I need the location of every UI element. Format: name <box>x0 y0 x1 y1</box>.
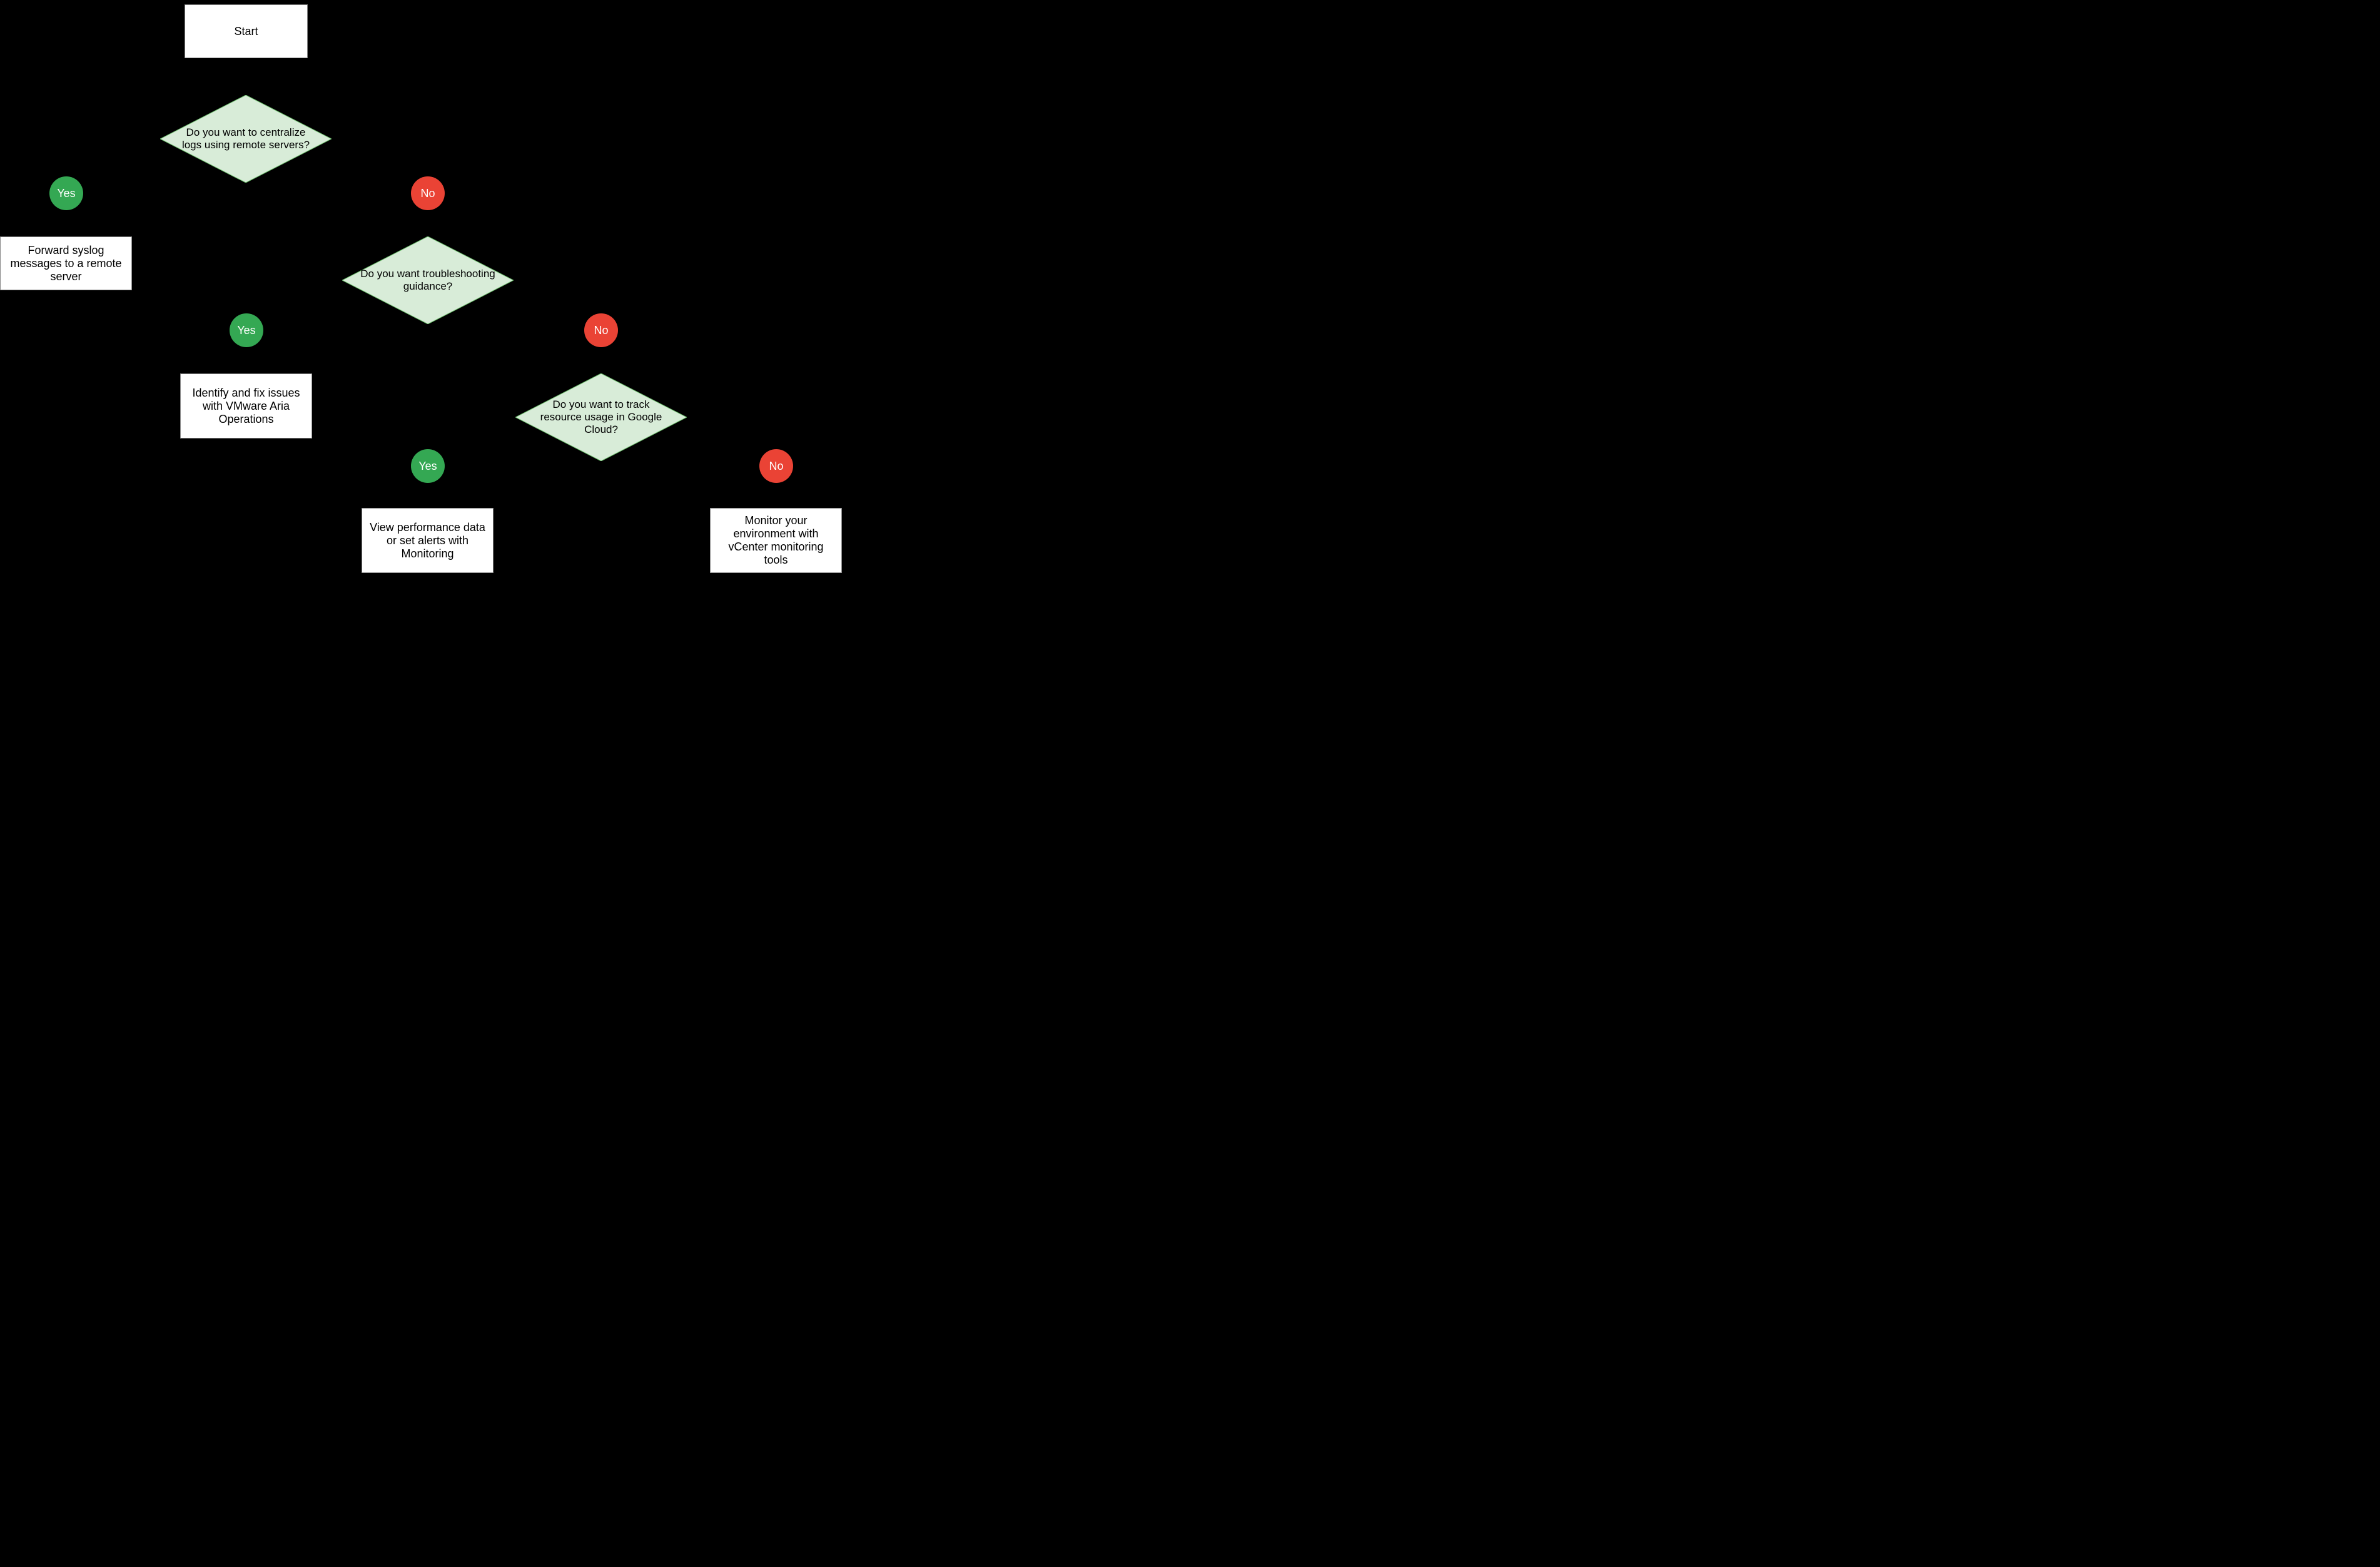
decision-centralize-logs-label: Do you want to centralize logs using rem… <box>178 126 314 151</box>
process-monitoring: View performance data or set alerts with… <box>362 508 494 573</box>
start-label: Start <box>234 25 258 38</box>
edge <box>687 417 776 449</box>
start-node: Start <box>185 4 308 58</box>
edge <box>66 210 67 236</box>
edge <box>66 139 160 176</box>
edge <box>514 280 601 313</box>
edge <box>246 280 342 313</box>
decision-troubleshooting-label: Do you want troubleshooting guidance? <box>360 268 496 293</box>
no-badge-1-label: No <box>420 187 435 200</box>
decision-resource-usage: Do you want to track resource usage in G… <box>515 373 687 461</box>
yes-badge-2: Yes <box>230 313 263 347</box>
yes-badge-3: Yes <box>411 449 445 483</box>
edge <box>332 139 428 176</box>
process-forward-syslog-label: Forward syslog messages to a remote serv… <box>8 244 124 283</box>
yes-badge-2-label: Yes <box>237 324 255 337</box>
yes-badge-3-label: Yes <box>418 460 437 473</box>
no-badge-2: No <box>584 313 618 347</box>
process-vcenter-tools-label: Monitor your environment with vCenter mo… <box>718 514 834 567</box>
no-badge-3: No <box>759 449 793 483</box>
edge <box>246 347 247 373</box>
no-badge-3-label: No <box>769 460 783 473</box>
decision-centralize-logs: Do you want to centralize logs using rem… <box>160 95 332 183</box>
process-forward-syslog: Forward syslog messages to a remote serv… <box>0 236 132 290</box>
yes-badge-1: Yes <box>49 176 83 210</box>
decision-troubleshooting: Do you want troubleshooting guidance? <box>342 236 514 324</box>
no-badge-2-label: No <box>594 324 608 337</box>
process-aria-operations: Identify and fix issues with VMware Aria… <box>180 373 312 439</box>
yes-badge-1-label: Yes <box>57 187 75 200</box>
process-vcenter-tools: Monitor your environment with vCenter mo… <box>710 508 842 573</box>
no-badge-1: No <box>411 176 445 210</box>
edge <box>776 483 777 508</box>
process-monitoring-label: View performance data or set alerts with… <box>370 521 485 560</box>
process-aria-operations-label: Identify and fix issues with VMware Aria… <box>188 387 304 426</box>
decision-resource-usage-label: Do you want to track resource usage in G… <box>533 398 669 436</box>
flowchart-canvas: Start Forward syslog messages to a remot… <box>0 0 914 574</box>
edge <box>428 417 515 449</box>
